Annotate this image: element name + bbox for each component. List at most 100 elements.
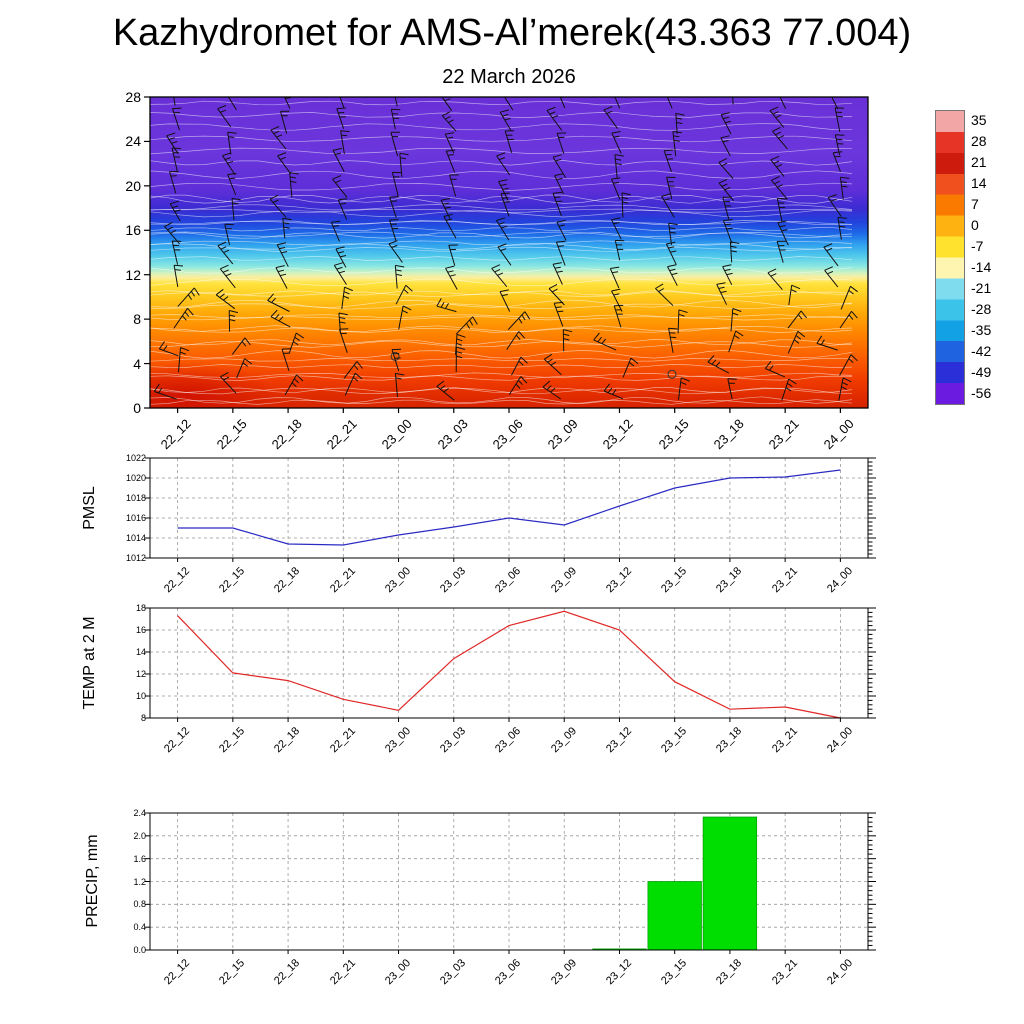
precip-bar bbox=[702, 816, 758, 951]
y-tick-label: 1022 bbox=[125, 453, 146, 463]
y-tick-label: 2.0 bbox=[133, 830, 146, 841]
colorbar-tick-label: 7 bbox=[971, 196, 979, 213]
time-tick-label: 23_12 bbox=[603, 725, 634, 756]
y-tick-label: 18 bbox=[135, 603, 146, 613]
y-tick-label: 16 bbox=[135, 625, 146, 635]
time-tick-label: 23_06 bbox=[489, 416, 526, 453]
time-tick-label: 23_21 bbox=[769, 725, 800, 756]
time-tick-label: 23_15 bbox=[655, 416, 692, 453]
colorbar-tick-label: -7 bbox=[971, 238, 984, 255]
colorbar-tick-label: 28 bbox=[971, 133, 987, 150]
y-tick-label: 1.2 bbox=[133, 876, 146, 887]
colorbar-tick-label: -28 bbox=[971, 300, 992, 317]
colorbar-tick-label: -14 bbox=[971, 258, 992, 275]
precip-axis-label: PRECIP, mm bbox=[84, 834, 101, 928]
time-tick-label: 23_12 bbox=[599, 416, 637, 453]
time-tick-label: 23_06 bbox=[493, 725, 524, 756]
time-tick-label: 23_00 bbox=[378, 416, 416, 453]
colorbar-tick-label: 35 bbox=[971, 112, 987, 129]
colorbar-tick-label: 21 bbox=[971, 154, 987, 171]
y-tick-label: 0.8 bbox=[133, 899, 146, 910]
time-tick-label: 23_09 bbox=[548, 725, 579, 756]
time-tick-label: 23_12 bbox=[603, 957, 634, 988]
temp-axis-label: TEMP at 2 M bbox=[81, 616, 98, 710]
time-tick-label: 22_15 bbox=[217, 565, 248, 596]
time-tick-label: 23_18 bbox=[714, 957, 745, 988]
height-tick-label: 8 bbox=[133, 311, 141, 328]
time-tick-label: 22_12 bbox=[158, 416, 195, 453]
temp2m-line bbox=[177, 610, 841, 719]
time-tick-label: 23_00 bbox=[382, 957, 414, 988]
y-tick-label: 1018 bbox=[125, 493, 146, 503]
height-tick-label: 24 bbox=[125, 133, 141, 150]
time-tick-label: 23_03 bbox=[438, 725, 469, 756]
height-tick-label: 0 bbox=[133, 400, 141, 416]
time-tick-label: 22_21 bbox=[327, 725, 358, 756]
time-tick-label: 24_00 bbox=[824, 725, 855, 756]
colorbar-tick-label: 0 bbox=[971, 217, 979, 234]
time-tick-label: 23_00 bbox=[382, 725, 414, 756]
colorbar-tick-label: -42 bbox=[971, 342, 992, 359]
time-tick-label: 23_06 bbox=[493, 957, 524, 988]
date-subtitle: 22 March 2026 bbox=[442, 66, 576, 88]
time-tick-label: 23_21 bbox=[765, 416, 802, 453]
y-tick-label: 1014 bbox=[125, 533, 146, 543]
time-tick-label: 23_18 bbox=[714, 565, 745, 596]
time-tick-label: 23_09 bbox=[548, 957, 579, 988]
pmsl-axis-label: PMSL bbox=[81, 486, 98, 530]
time-tick-label: 24_00 bbox=[824, 957, 855, 988]
time-tick-label: 22_12 bbox=[161, 725, 193, 756]
time-tick-label: 23_15 bbox=[659, 565, 690, 596]
time-tick-label: 23_06 bbox=[493, 565, 524, 596]
time-tick-label: 23_03 bbox=[438, 565, 469, 596]
time-tick-label: 22_15 bbox=[217, 957, 248, 988]
time-tick-label: 23_18 bbox=[714, 725, 745, 756]
y-tick-label: 1012 bbox=[125, 553, 146, 563]
y-tick-label: 1.6 bbox=[133, 853, 146, 864]
colorbar-tick-label: -35 bbox=[971, 321, 992, 338]
temperature-colorbar bbox=[935, 110, 965, 405]
precip-bar bbox=[647, 881, 702, 951]
time-tick-label: 22_15 bbox=[217, 725, 248, 756]
y-tick-label: 14 bbox=[135, 647, 146, 657]
time-tick-label: 23_15 bbox=[659, 957, 690, 988]
time-tick-label: 24_00 bbox=[820, 416, 857, 453]
time-tick-label: 22_21 bbox=[327, 565, 358, 596]
height-tick-label: 28 bbox=[125, 89, 141, 105]
time-tick-label: 22_18 bbox=[272, 725, 303, 756]
time-tick-label: 22_15 bbox=[213, 416, 250, 453]
colorbar-tick-label: 14 bbox=[971, 175, 987, 192]
pmsl-line bbox=[177, 469, 841, 546]
time-tick-label: 23_15 bbox=[659, 725, 690, 756]
time-tick-label: 22_21 bbox=[323, 416, 360, 453]
y-tick-label: 2.4 bbox=[133, 808, 146, 818]
y-tick-label: 0.0 bbox=[133, 945, 146, 955]
time-tick-label: 22_12 bbox=[161, 565, 193, 596]
time-tick-label: 23_21 bbox=[769, 565, 800, 596]
precip-bar bbox=[592, 948, 647, 951]
height-tick-label: 12 bbox=[125, 266, 141, 283]
time-tick-label: 23_00 bbox=[382, 565, 414, 596]
page-title: Kazhydromet for AMS-Al’merek(43.363 77.0… bbox=[112, 12, 912, 54]
time-tick-label: 23_12 bbox=[603, 565, 634, 596]
pmsl-frame bbox=[149, 457, 869, 559]
cross-section-heatmap bbox=[150, 97, 868, 408]
temp2m-frame bbox=[149, 607, 869, 719]
y-tick-label: 10 bbox=[135, 691, 146, 701]
time-tick-label: 22_18 bbox=[272, 565, 303, 596]
time-tick-label: 23_03 bbox=[434, 416, 471, 453]
height-tick-label: 20 bbox=[125, 177, 141, 194]
colorbar-tick-label: -49 bbox=[971, 363, 992, 380]
y-tick-label: 12 bbox=[135, 669, 146, 679]
y-tick-label: 1020 bbox=[125, 473, 146, 483]
y-tick-label: 8 bbox=[140, 713, 146, 723]
time-tick-label: 22_12 bbox=[161, 957, 193, 988]
time-tick-label: 23_03 bbox=[438, 957, 469, 988]
time-tick-label: 22_18 bbox=[272, 957, 303, 988]
time-tick-label: 23_09 bbox=[548, 565, 579, 596]
height-tick-label: 4 bbox=[133, 355, 141, 372]
time-tick-label: 22_18 bbox=[268, 416, 305, 453]
height-tick-label: 16 bbox=[125, 222, 141, 239]
time-tick-label: 23_18 bbox=[710, 416, 747, 453]
